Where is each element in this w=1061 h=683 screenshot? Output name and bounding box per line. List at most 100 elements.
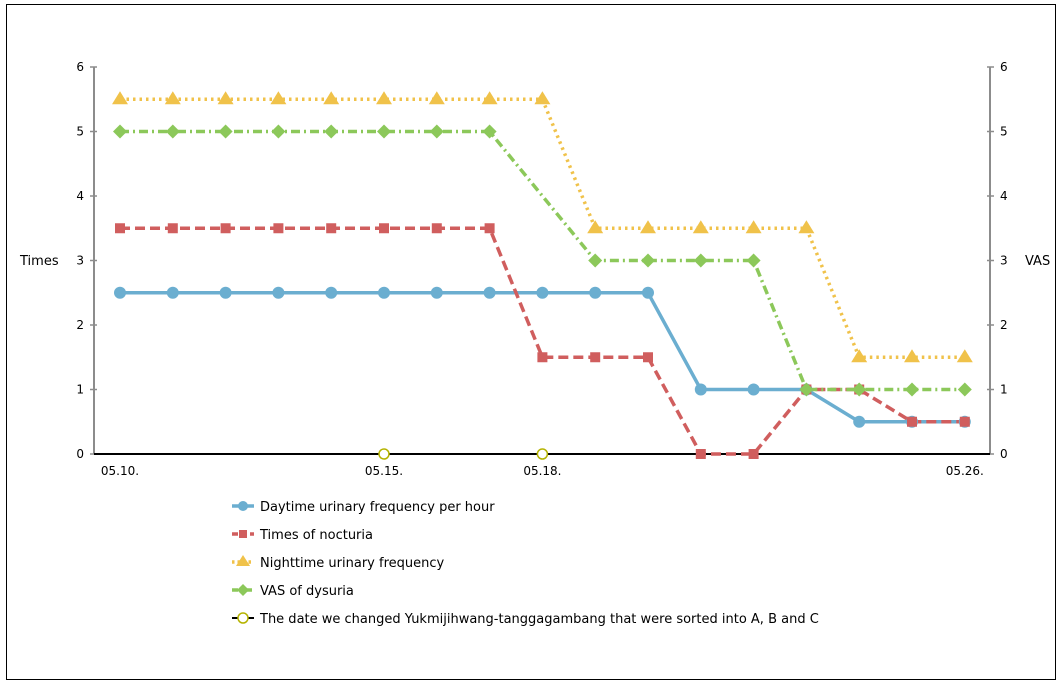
data-point-series-3 (271, 124, 286, 139)
data-point-series-2 (798, 220, 815, 234)
plot-area (112, 91, 973, 460)
legend-marker (237, 612, 249, 624)
series-line-3 (120, 129, 965, 392)
legend-label: Daytime urinary frequency per hour (260, 500, 495, 515)
x-tick-label: 05.15. (365, 464, 403, 478)
legend-label: Nighttime urinary frequency (260, 556, 445, 571)
y-tick-right-label: 4 (1000, 189, 1008, 203)
x-tick-label: 05.26. (946, 464, 984, 478)
y-tick-left-label: 1 (76, 383, 84, 397)
chart-frame (6, 4, 1056, 680)
data-point-series-3 (377, 124, 391, 139)
data-point-series-3 (482, 124, 497, 139)
data-point-series-1 (220, 223, 231, 234)
data-point-series-0 (694, 383, 707, 396)
change-date-marker (378, 448, 390, 460)
y-tick-right-label: 2 (1000, 318, 1008, 332)
y-tick-left-label: 0 (76, 447, 84, 461)
data-point-series-3 (852, 382, 867, 397)
data-point-series-0 (325, 286, 338, 299)
data-point-series-3 (165, 124, 180, 139)
y-axis-left-title: Times (19, 254, 59, 269)
data-point-series-1 (273, 223, 284, 234)
data-point-series-1 (379, 223, 389, 234)
data-point-series-3 (324, 124, 339, 139)
data-point-series-3 (957, 382, 972, 397)
x-tick-label: 05.10. (101, 464, 139, 478)
data-point-series-1 (748, 449, 759, 459)
data-point-series-2 (270, 91, 287, 105)
data-point-series-2 (428, 91, 445, 105)
legend-marker (239, 530, 247, 538)
legend: Daytime urinary frequency per hour Times … (232, 500, 819, 627)
data-point-series-0 (378, 286, 390, 299)
data-point-series-3 (799, 382, 814, 397)
data-point-series-0 (219, 286, 232, 299)
data-point-series-1 (959, 416, 970, 427)
y-tick-left-label: 4 (76, 189, 84, 203)
data-point-series-2 (956, 349, 973, 363)
data-point-series-1 (537, 352, 548, 363)
legend-marker (236, 555, 250, 566)
series-line-1 (120, 226, 965, 456)
y-tick-left-label: 2 (76, 318, 84, 332)
data-point-series-0 (272, 286, 285, 299)
data-point-series-0 (114, 286, 126, 299)
data-point-series-0 (642, 286, 654, 299)
y-tick-left-label: 6 (76, 60, 84, 74)
data-point-series-3 (905, 382, 919, 397)
data-point-series-2 (217, 91, 234, 105)
data-point-series-2 (534, 91, 551, 105)
data-point-series-3 (218, 124, 233, 139)
data-point-series-1 (326, 223, 337, 234)
data-point-series-2 (692, 220, 709, 234)
data-point-series-0 (483, 286, 496, 299)
data-point-series-0 (166, 286, 179, 299)
data-point-series-2 (851, 349, 868, 363)
legend-label: VAS of dysuria (260, 584, 354, 599)
legend-marker (238, 501, 248, 511)
axes: 0 0 1 1 2 2 3 3 4 4 5 5 6 6 05.10. 05.15. 05.18. 05.26. (76, 60, 1007, 478)
data-point-series-0 (747, 383, 760, 396)
x-tick-label: 05.18. (523, 464, 561, 478)
legend-label: Times of nocturia (259, 528, 373, 543)
data-point-series-2 (376, 91, 392, 105)
data-point-series-2 (112, 91, 128, 105)
data-point-series-1 (590, 352, 601, 363)
data-point-series-3 (113, 124, 127, 139)
data-point-series-1 (115, 223, 125, 234)
series-line-2 (120, 97, 965, 360)
y-tick-right-label: 6 (1000, 60, 1008, 74)
data-point-series-3 (693, 253, 708, 268)
legend-label: The date we changed Yukmijihwang-tanggag… (259, 612, 819, 627)
y-tick-right-label: 0 (1000, 447, 1008, 461)
data-point-series-1 (695, 449, 706, 459)
data-point-series-0 (589, 286, 602, 299)
y-tick-right-label: 5 (1000, 125, 1008, 139)
data-point-series-3 (641, 253, 655, 268)
data-point-series-3 (746, 253, 761, 268)
data-point-series-2 (164, 91, 181, 105)
data-point-series-1 (431, 223, 442, 234)
data-point-series-2 (587, 220, 604, 234)
data-point-series-0 (430, 286, 443, 299)
legend-marker (237, 584, 249, 596)
y-axis-right-title: VAS (1025, 254, 1050, 269)
data-point-series-2 (904, 349, 920, 363)
data-point-series-1 (907, 416, 917, 427)
data-point-series-1 (643, 352, 653, 363)
change-date-marker (536, 448, 549, 460)
data-point-series-1 (484, 223, 495, 234)
y-tick-right-label: 1 (1000, 383, 1008, 397)
y-tick-left-label: 3 (76, 254, 84, 268)
data-point-series-2 (323, 91, 340, 105)
data-point-series-0 (536, 286, 549, 299)
y-tick-left-label: 5 (76, 125, 84, 139)
data-point-series-2 (481, 91, 498, 105)
y-tick-right-label: 3 (1000, 254, 1008, 268)
data-point-series-2 (640, 220, 656, 234)
data-point-series-0 (853, 415, 866, 428)
data-point-series-1 (167, 223, 178, 234)
data-point-series-3 (429, 124, 444, 139)
